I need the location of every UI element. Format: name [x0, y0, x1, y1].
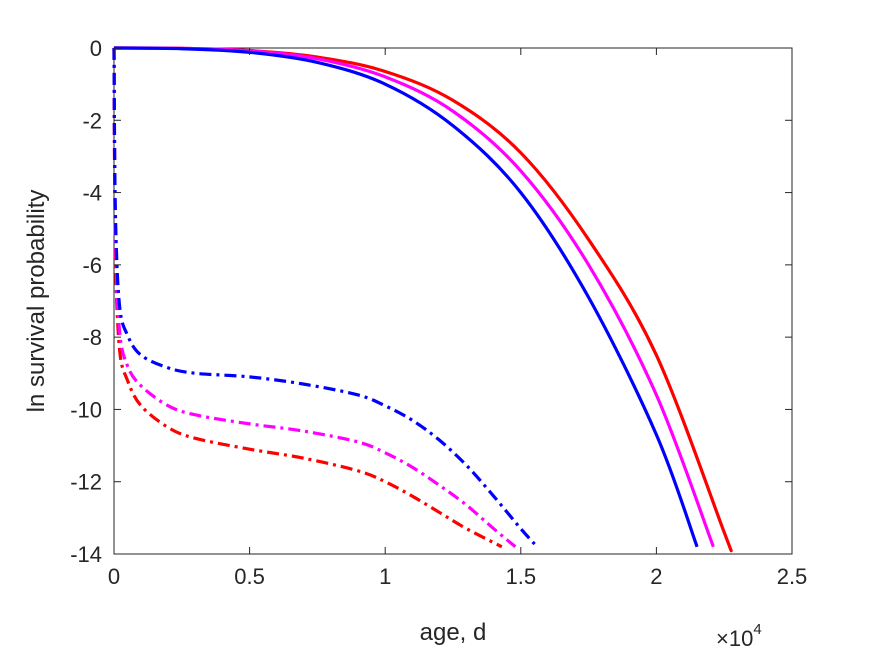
axes-box — [113, 47, 793, 555]
y-tick-label: 0 — [90, 36, 102, 61]
y-tick-label: -10 — [70, 397, 102, 422]
y-tick-label: -2 — [82, 108, 102, 133]
x-tick-label: 2 — [650, 564, 662, 589]
y-tick-label: -14 — [70, 542, 102, 567]
x-tick-label: 2.5 — [777, 564, 808, 589]
y-tick-label: -4 — [82, 181, 102, 206]
series-layer — [112, 46, 733, 553]
y-tick-label: -6 — [82, 253, 102, 278]
y-tick-label: -8 — [82, 325, 102, 350]
y-axis-label: ln survival probability — [23, 190, 50, 413]
ticks-layer: 0 0.5 1 1.5 2 2.5 0 -2 -4 -6 -8 -10 -12 -14 — [70, 36, 807, 589]
x-tick-label: 0.5 — [234, 564, 265, 589]
x-tick-label: 1.5 — [506, 564, 537, 589]
y-tick-label: -12 — [70, 470, 102, 495]
plot-area: 0 0.5 1 1.5 2 2.5 0 -2 -4 -6 -8 -10 -12 -14 — [70, 36, 807, 589]
x-axis-exponent-base: ×10 — [716, 626, 753, 651]
series-line-4 — [112, 47, 503, 549]
x-axis-exponent: ×104 — [716, 621, 762, 651]
x-axis-label: age, d — [420, 619, 487, 646]
series-line-5 — [112, 47, 517, 549]
x-tick-label: 1 — [379, 564, 391, 589]
series-line-3 — [113, 46, 699, 548]
series-line-6 — [112, 47, 539, 548]
x-axis-exponent-power: 4 — [753, 621, 761, 638]
x-tick-label: 0 — [108, 564, 120, 589]
